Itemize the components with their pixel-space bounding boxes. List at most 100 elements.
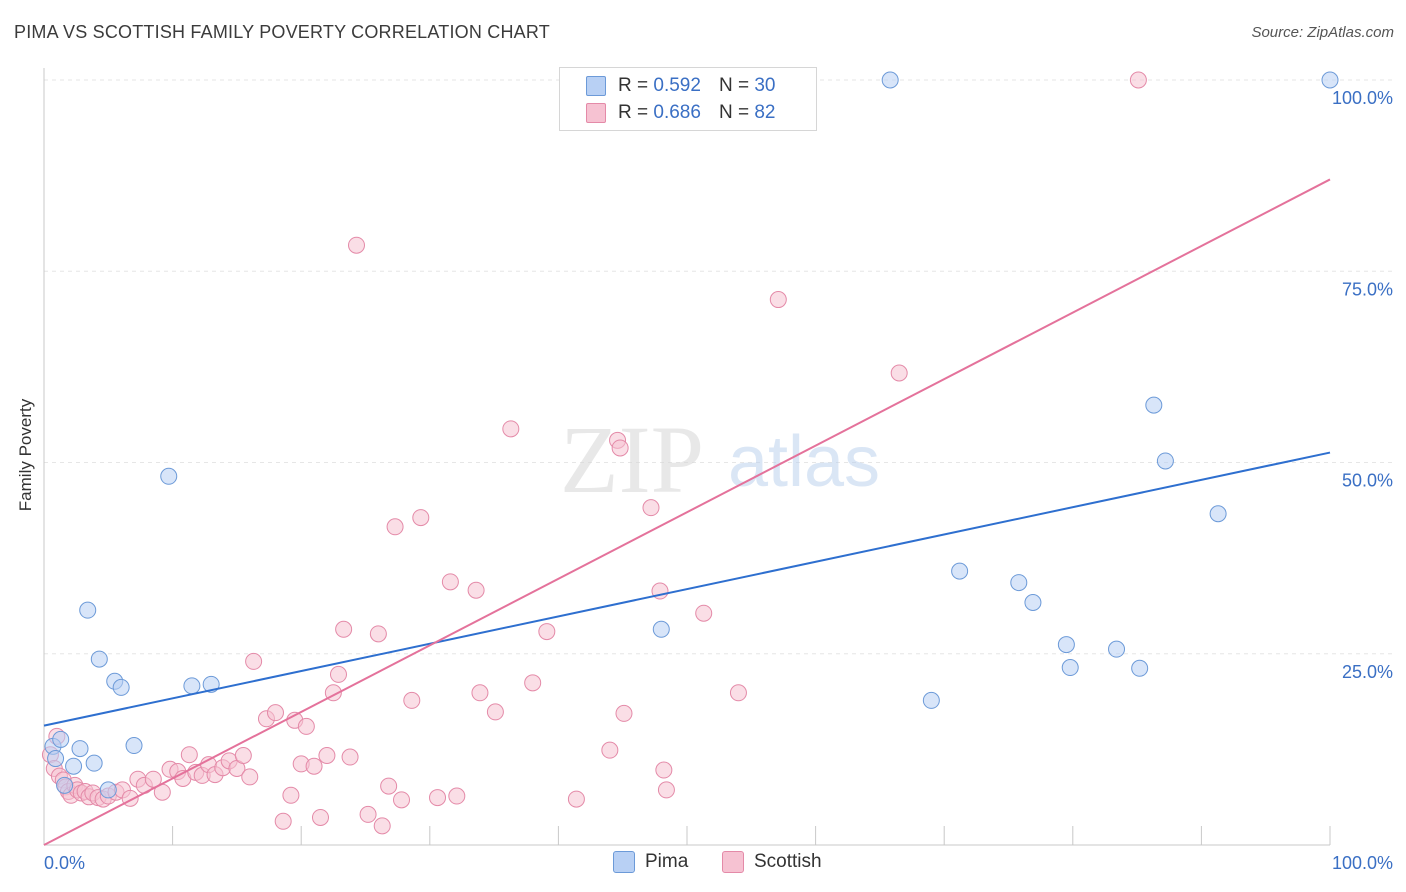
y-tick-label-50: 50.0%: [1342, 471, 1393, 491]
scottish-point-27: [180, 746, 198, 764]
x-tick-label-min: 0.0%: [44, 853, 85, 873]
y-tick-label-75: 75.0%: [1342, 279, 1393, 299]
pima-point-28: [1209, 505, 1227, 523]
scottish-point-40: [274, 812, 292, 830]
scottish-point-39: [266, 704, 284, 722]
scottish-point-44: [297, 717, 315, 735]
scottish-point-53: [359, 805, 377, 823]
pima-n-label: N =: [718, 75, 750, 96]
pima-point-9: [99, 781, 117, 799]
y-tick-label-25: 25.0%: [1342, 662, 1393, 682]
scottish-point-83: [890, 364, 908, 382]
scottish-point-58: [393, 791, 411, 809]
pima-point-18: [922, 691, 940, 709]
chart-title: PIMA VS SCOTTISH FAMILY POVERTY CORRELAT…: [14, 22, 550, 42]
scottish-point-61: [429, 789, 447, 807]
scottish-point-77: [655, 761, 673, 779]
pima-trend-line: [43, 451, 1331, 727]
scottish-point-63: [448, 787, 466, 805]
pima-point-5: [71, 740, 89, 758]
tick-labels: 25.0% 50.0% 75.0% 100.0% 0.0% 100.0%: [44, 88, 1393, 873]
pima-point-1: [47, 750, 65, 768]
scottish-point-71: [601, 741, 619, 759]
axes: [43, 68, 1331, 846]
scottish-point-68: [524, 674, 542, 692]
pima-point-19: [951, 562, 969, 580]
scottish-point-84: [1129, 71, 1147, 89]
scottish-legend-swatch: [722, 851, 744, 873]
pima-point-3: [56, 776, 74, 794]
watermark-zip: ZIP: [560, 406, 704, 513]
scottish-point-74: [615, 704, 633, 722]
scottish-legend-label: Scottish: [754, 851, 822, 872]
scottish-point-46: [311, 808, 329, 826]
watermark-atlas: atlas: [728, 422, 880, 502]
scottish-point-55: [373, 817, 391, 835]
scottish-point-73: [611, 439, 629, 457]
pima-swatch: [586, 76, 606, 96]
legend-row-pima: R = 0.592 N = 30: [586, 74, 775, 98]
pima-point-20: [1010, 574, 1028, 592]
pima-point-27: [1156, 452, 1174, 470]
scottish-point-51: [341, 748, 359, 766]
pima-n-value: 30: [754, 75, 776, 96]
pima-r-value: 0.592: [653, 75, 701, 96]
scottish-point-47: [318, 746, 336, 764]
pima-point-12: [125, 737, 143, 755]
scottish-point-45: [305, 757, 323, 775]
scottish-point-35: [234, 746, 252, 764]
scottish-point-60: [412, 509, 430, 527]
scottish-r-value: 0.686: [653, 102, 701, 123]
scottish-point-64: [467, 581, 485, 599]
scottish-point-54: [369, 625, 387, 643]
scottish-n-label: N =: [718, 102, 750, 123]
pima-points: [44, 71, 1339, 799]
scottish-point-79: [695, 604, 713, 622]
scottish-point-70: [567, 790, 585, 808]
scottish-point-59: [403, 691, 421, 709]
bottom-legend-scottish: Scottish: [722, 851, 822, 873]
pima-point-23: [1061, 659, 1079, 677]
correlation-legend: R = 0.592 N = 30 R = 0.686 N = 82: [559, 67, 817, 131]
pima-point-17: [881, 71, 899, 89]
pima-point-2: [52, 730, 70, 748]
pima-point-6: [79, 601, 97, 619]
pima-point-8: [90, 650, 108, 668]
scottish-point-49: [329, 665, 347, 683]
scottish-point-22: [144, 770, 162, 788]
pima-point-11: [112, 678, 130, 696]
grid: [44, 79, 1392, 655]
pima-point-26: [1145, 396, 1163, 414]
legend-row-scottish: R = 0.686 N = 82: [586, 101, 775, 125]
watermark: ZIP atlas: [560, 406, 880, 513]
scottish-point-66: [486, 703, 504, 721]
scottish-r-label: R =: [618, 102, 649, 123]
scottish-trend-line: [43, 178, 1331, 846]
scottish-point-69: [538, 623, 556, 641]
pima-point-29: [1321, 71, 1339, 89]
y-tick-label-100: 100.0%: [1332, 88, 1393, 108]
pima-point-13: [160, 467, 178, 485]
scottish-point-56: [380, 777, 398, 795]
pima-legend-label: Pima: [645, 851, 689, 872]
scottish-swatch: [586, 103, 606, 123]
scottish-point-37: [245, 652, 263, 670]
pima-point-16: [652, 620, 670, 638]
scottish-point-67: [502, 420, 520, 438]
scottish-point-36: [241, 768, 259, 786]
scottish-point-78: [657, 781, 675, 799]
scottish-point-57: [386, 518, 404, 536]
scottish-point-81: [769, 291, 787, 309]
pima-point-7: [85, 754, 103, 772]
pima-point-24: [1108, 640, 1126, 658]
pima-r-label: R =: [618, 75, 649, 96]
pima-point-22: [1057, 636, 1075, 654]
pima-point-21: [1024, 593, 1042, 611]
scottish-point-50: [335, 620, 353, 638]
pima-point-25: [1131, 659, 1149, 677]
scottish-point-52: [347, 236, 365, 254]
bottom-legend-pima: Pima: [613, 851, 688, 873]
scottish-point-75: [642, 499, 660, 517]
scottish-point-41: [282, 786, 300, 804]
